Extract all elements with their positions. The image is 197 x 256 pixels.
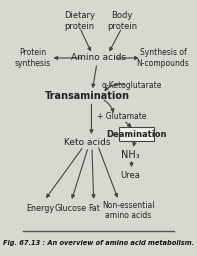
Text: Synthesis of
N-compounds: Synthesis of N-compounds [137, 48, 189, 68]
Text: Protein
synthesis: Protein synthesis [14, 48, 51, 68]
Text: Fig. 67.13 : An overview of amino acid metabolism.: Fig. 67.13 : An overview of amino acid m… [3, 240, 194, 246]
Text: NH₃: NH₃ [121, 150, 139, 160]
Text: Transamination: Transamination [45, 91, 130, 101]
Text: Deamination: Deamination [106, 130, 166, 139]
Text: + Glutamate: + Glutamate [97, 112, 147, 121]
FancyBboxPatch shape [119, 127, 154, 141]
Text: Dietary
protein: Dietary protein [64, 11, 95, 31]
Text: Amino acids: Amino acids [71, 54, 126, 62]
Text: Glucose: Glucose [54, 204, 86, 213]
Text: Energy: Energy [26, 204, 54, 213]
Text: Body
protein: Body protein [107, 11, 137, 31]
Text: Non-essential
amino acids: Non-essential amino acids [102, 201, 155, 220]
Text: Urea: Urea [120, 170, 140, 180]
Text: Keto acids: Keto acids [64, 137, 111, 146]
Text: α-Ketoglutarate: α-Ketoglutarate [101, 81, 162, 90]
Text: Fat: Fat [88, 204, 100, 213]
